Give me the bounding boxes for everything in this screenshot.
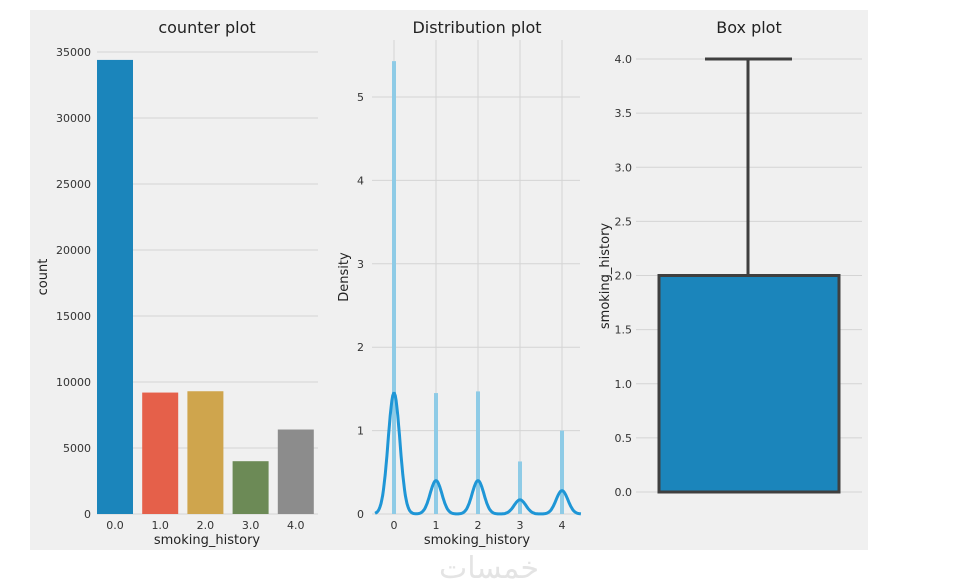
chart-title: Box plot — [716, 18, 782, 37]
x-tick-label: 1 — [433, 519, 440, 532]
watermark-logo: خمسات — [439, 551, 539, 586]
y-tick-label: 2.0 — [615, 270, 633, 283]
histogram-bar — [518, 461, 522, 514]
y-tick-label: 3.5 — [615, 107, 633, 120]
x-axis-label: smoking_history — [424, 533, 531, 548]
y-axis-label: smoking_history — [598, 223, 613, 330]
y-tick-label: 2 — [357, 341, 364, 354]
y-tick-label: 25000 — [56, 178, 91, 191]
y-tick-label: 1 — [357, 425, 364, 438]
y-tick-label: 2.5 — [615, 215, 633, 228]
x-tick-label: 0.0 — [106, 519, 124, 532]
y-tick-label: 15000 — [56, 310, 91, 323]
y-tick-label: 30000 — [56, 112, 91, 125]
x-tick-label: 3 — [517, 519, 524, 532]
bar-1.0 — [142, 392, 179, 514]
x-tick-label: 1.0 — [151, 519, 169, 532]
y-tick-label: 4 — [357, 174, 364, 187]
y-tick-label: 20000 — [56, 244, 91, 257]
histogram-bar — [392, 61, 396, 514]
y-tick-label: 3 — [357, 258, 364, 271]
histogram-bar — [434, 393, 438, 514]
y-tick-label: 0.5 — [615, 432, 633, 445]
y-tick-label: 0 — [357, 508, 364, 521]
y-tick-label: 35000 — [56, 46, 91, 59]
y-tick-label: 5000 — [63, 442, 91, 455]
kde-line — [374, 391, 582, 516]
x-tick-label: 0 — [391, 519, 398, 532]
y-tick-label: 4.0 — [615, 53, 633, 66]
bar-2.0 — [187, 391, 224, 514]
histogram-bar — [476, 391, 480, 514]
y-axis-label: Density — [337, 252, 352, 302]
y-tick-label: 1.5 — [615, 324, 633, 337]
bar-4.0 — [277, 429, 314, 514]
x-tick-label: 2.0 — [197, 519, 215, 532]
bar-3.0 — [232, 461, 269, 514]
bar-0.0 — [97, 59, 133, 515]
y-tick-label: 5 — [357, 91, 364, 104]
chart-title: Distribution plot — [412, 18, 541, 37]
x-tick-label: 4.0 — [287, 519, 305, 532]
chart-title: counter plot — [158, 18, 255, 37]
histogram-bar — [560, 430, 564, 514]
y-tick-label: 10000 — [56, 376, 91, 389]
x-tick-label: 2 — [475, 519, 482, 532]
y-axis-label: count — [36, 259, 51, 296]
y-tick-label: 1.0 — [615, 378, 633, 391]
y-tick-label: 3.0 — [615, 161, 633, 174]
x-tick-label: 4 — [559, 519, 566, 532]
x-axis-label: smoking_history — [154, 533, 261, 548]
box — [657, 274, 841, 494]
y-tick-label: 0 — [84, 508, 91, 521]
x-tick-label: 3.0 — [242, 519, 260, 532]
y-tick-label: 0.0 — [615, 486, 633, 499]
